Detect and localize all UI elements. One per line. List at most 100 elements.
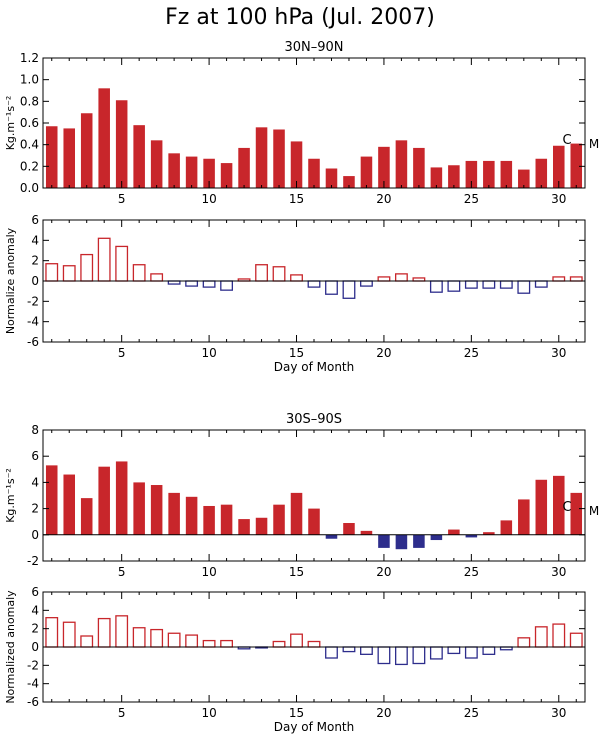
x-axis-label: Day of Month — [274, 360, 355, 374]
x-tick-label: 20 — [376, 192, 391, 206]
x-tick-label: 15 — [289, 346, 304, 360]
y-tick-label: 0.8 — [20, 94, 39, 108]
bar — [45, 465, 58, 535]
bar — [534, 626, 548, 648]
bar — [569, 632, 583, 648]
bar — [63, 128, 75, 188]
bar — [413, 534, 425, 548]
bar — [395, 140, 408, 188]
bar — [342, 280, 356, 299]
bar — [360, 646, 373, 655]
bar — [133, 482, 145, 535]
bar — [220, 280, 233, 291]
bar — [570, 492, 583, 535]
bar — [378, 534, 390, 548]
bar — [202, 639, 216, 648]
y-tick-label: 1.2 — [20, 51, 39, 65]
panel-title: 30S–90S — [286, 412, 342, 427]
bar — [45, 263, 59, 282]
bar — [98, 466, 110, 535]
bar — [517, 637, 531, 648]
bar — [273, 504, 285, 535]
bar — [238, 519, 250, 535]
bar — [98, 88, 110, 188]
bar — [500, 160, 513, 188]
bar — [115, 245, 129, 282]
y-tick-label: 0.0 — [20, 181, 39, 195]
bar — [150, 485, 163, 535]
chart-panel-3: 30S–90S -2 0 2 4 6 8 5 10 15 20 25 30 Kg.m⁻¹s⁻² C M — [4, 412, 599, 579]
bar — [535, 158, 548, 188]
bar — [552, 276, 566, 282]
bar — [220, 163, 233, 188]
y-tick-label: 2 — [31, 254, 39, 268]
bar — [185, 280, 199, 287]
bar — [553, 145, 565, 188]
chart-panel-2: -6 -4 -2 0 2 4 6 5 10 15 20 25 30 Normalize anomaly Da… — [4, 213, 586, 374]
bar — [273, 129, 285, 188]
bar — [535, 479, 548, 535]
bar — [220, 639, 233, 648]
y-tick-label: 6 — [31, 213, 39, 227]
y-tick-label: 0 — [31, 640, 39, 654]
bar — [569, 276, 583, 282]
bar — [500, 520, 513, 535]
bar — [412, 646, 426, 665]
bar — [185, 156, 198, 188]
x-axis-label: Day of Month — [274, 720, 355, 734]
marker-c: C — [562, 133, 571, 148]
bar — [430, 167, 443, 188]
bar — [377, 646, 391, 665]
bar — [62, 265, 76, 282]
y-tick-label: -2 — [27, 554, 39, 568]
bar — [115, 615, 129, 648]
bar — [483, 532, 495, 535]
bar — [238, 147, 250, 188]
bar — [203, 158, 215, 188]
y-tick-label: -4 — [27, 677, 39, 691]
y-tick-label: 4 — [31, 603, 39, 617]
panel-title: 30N–90N — [284, 40, 343, 55]
bar — [518, 499, 530, 535]
x-tick-label: 5 — [118, 346, 126, 360]
x-tick-label: 5 — [118, 706, 126, 720]
bar — [115, 100, 128, 188]
bar — [167, 632, 181, 648]
x-tick-label: 15 — [289, 192, 304, 206]
bar — [133, 125, 145, 188]
bar — [325, 280, 338, 295]
x-tick-label: 25 — [464, 192, 479, 206]
chart-panel-1: 30N–90N 0.0 0.2 0.4 0.6 0.8 1.0 1.2 5 10 15 20 25 30 K… — [4, 40, 599, 206]
y-tick-label: 4 — [31, 475, 39, 489]
bar — [97, 237, 111, 282]
bar — [115, 461, 128, 535]
bar — [255, 127, 268, 188]
y-tick-label: 0.4 — [20, 138, 39, 152]
x-tick-label: 10 — [201, 565, 216, 579]
bar — [325, 168, 338, 188]
bar — [132, 627, 146, 648]
x-tick-label: 25 — [464, 565, 479, 579]
bar — [447, 646, 461, 655]
marker-m: M — [589, 504, 599, 518]
y-tick-label: 6 — [31, 449, 39, 463]
bar — [343, 523, 355, 535]
bar — [290, 274, 303, 282]
bar — [360, 280, 373, 287]
bar — [255, 264, 268, 282]
bar — [552, 623, 566, 648]
bar — [63, 474, 75, 535]
bar — [308, 158, 320, 188]
y-axis-label: Normalize anomaly — [4, 227, 17, 334]
bar — [150, 273, 164, 282]
x-tick-label: 10 — [201, 192, 216, 206]
figure-title: Fz at 100 hPa (Jul. 2007) — [165, 5, 435, 30]
bar — [378, 146, 390, 188]
bar — [447, 280, 461, 292]
bar — [80, 113, 93, 188]
bar — [45, 126, 58, 188]
y-tick-label: 0.6 — [20, 116, 39, 130]
bar — [80, 253, 94, 282]
